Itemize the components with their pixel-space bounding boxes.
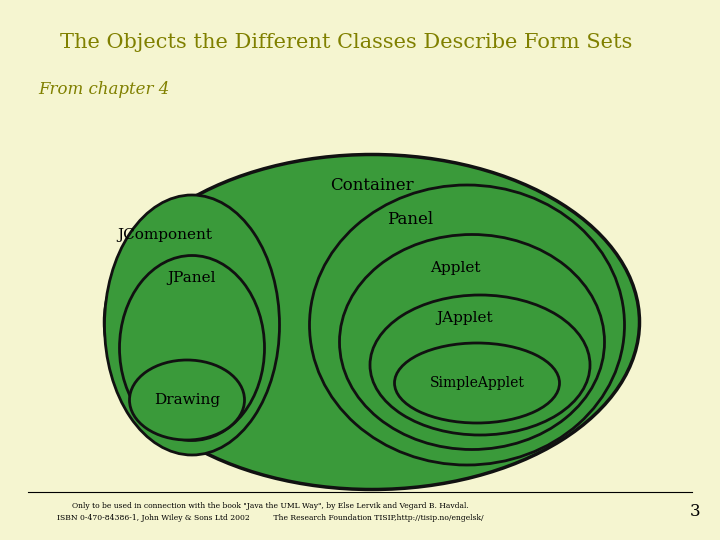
Text: From chapter 4: From chapter 4 xyxy=(38,82,169,98)
Text: SimpleApplet: SimpleApplet xyxy=(430,376,524,390)
Text: Applet: Applet xyxy=(430,261,480,275)
Text: JApplet: JApplet xyxy=(437,311,493,325)
Ellipse shape xyxy=(395,343,559,423)
Ellipse shape xyxy=(310,185,624,465)
Text: JPanel: JPanel xyxy=(168,271,216,285)
Text: Panel: Panel xyxy=(387,212,433,228)
Text: Only to be used in connection with the book "Java the UML Way", by Else Lervik a: Only to be used in connection with the b… xyxy=(71,502,469,510)
Ellipse shape xyxy=(340,234,605,449)
Text: JComponent: JComponent xyxy=(117,228,212,242)
Text: Container: Container xyxy=(330,177,414,193)
Ellipse shape xyxy=(104,195,279,455)
Ellipse shape xyxy=(104,154,639,489)
Text: ISBN 0-470-84386-1, John Wiley & Sons Ltd 2002          The Research Foundation : ISBN 0-470-84386-1, John Wiley & Sons Lt… xyxy=(57,514,483,522)
Ellipse shape xyxy=(130,360,245,440)
Text: 3: 3 xyxy=(690,503,701,521)
Ellipse shape xyxy=(370,295,590,435)
Text: The Objects the Different Classes Describe Form Sets: The Objects the Different Classes Descri… xyxy=(60,32,632,51)
Ellipse shape xyxy=(120,255,264,441)
Text: Drawing: Drawing xyxy=(154,393,220,407)
